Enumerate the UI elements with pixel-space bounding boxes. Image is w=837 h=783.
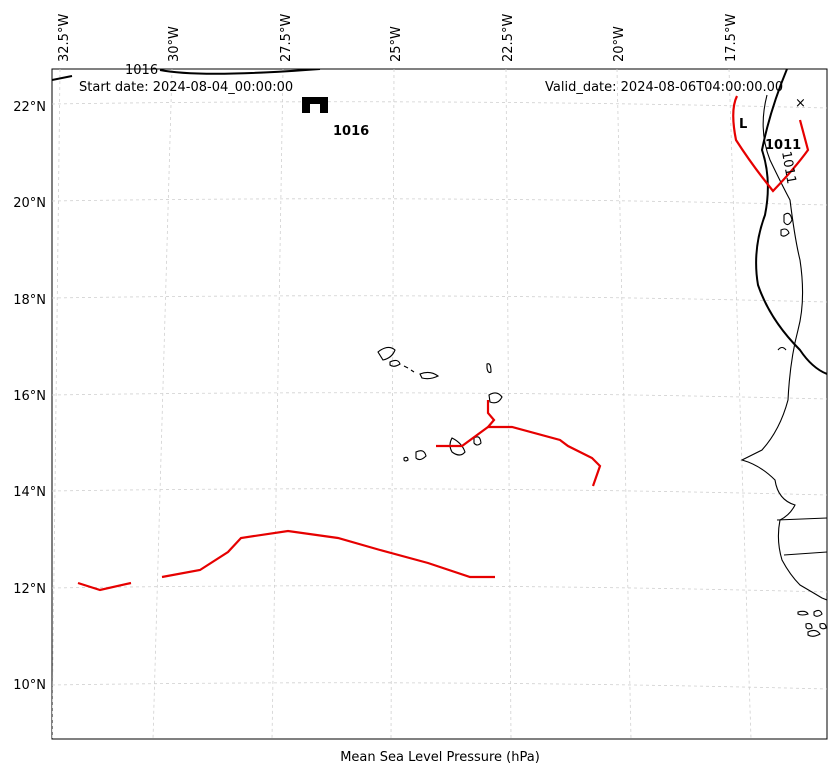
lat-tick-label: 16°N: [13, 389, 46, 404]
guinea-bissau-coast: [783, 551, 827, 556]
lon-tick-labels: 32.5°W 30°W 27.5°W 25°W 22.5°W 20°W 17.5…: [57, 14, 739, 62]
island-brava: [403, 456, 409, 462]
high-pressure-value: 1016: [333, 124, 369, 139]
location-marker-icon: ×: [795, 96, 806, 111]
island-boa-vista: [488, 392, 503, 404]
parallel-12n: [52, 585, 827, 593]
graticule: [52, 69, 827, 739]
meridian-27-5w: [271, 69, 284, 739]
parallel-18n: [52, 295, 827, 303]
lat-tick-labels: 22°N 20°N 18°N 16°N 14°N 12°N 10°N: [13, 100, 46, 693]
isobar-segment: [52, 75, 73, 81]
meridian-17-5w: [728, 69, 752, 739]
lat-tick-label: 22°N: [13, 100, 46, 115]
africa-coast: [740, 94, 827, 601]
meridian-30w: [152, 69, 173, 739]
gambia-river: [776, 517, 827, 521]
lat-tick-label: 10°N: [13, 678, 46, 693]
isobar-label-1016: 1016: [125, 63, 158, 78]
coastlines: [377, 94, 827, 637]
coast-detail: [777, 346, 787, 351]
lon-tick-label: 25°W: [389, 26, 404, 62]
island-sao-nicolau: [419, 371, 440, 380]
tracks: [77, 95, 810, 592]
parallel-14n: [52, 488, 827, 496]
lat-tick-label: 14°N: [13, 485, 46, 500]
island-islet: [410, 369, 415, 373]
low-symbol: L: [739, 117, 747, 132]
start-date-label: Start date: 2024-08-04_00:00:00: [79, 80, 293, 95]
track-segment-south: [161, 529, 495, 579]
low-pressure-value: 1011: [765, 138, 801, 153]
island-maio: [473, 436, 482, 446]
meridian-32-5w: [52, 69, 61, 739]
lon-tick-label: 22.5°W: [501, 14, 516, 62]
lat-tick-label: 20°N: [13, 196, 46, 211]
parallel-22n: [52, 101, 827, 109]
isobars: [52, 69, 827, 375]
island: [797, 610, 809, 616]
meridian-25w: [390, 69, 395, 739]
island-santa-luzia: [403, 365, 409, 369]
low-pressure-center: L 1011: [739, 117, 801, 153]
isobar-1011: [755, 69, 827, 375]
valid-date-label: Valid_date: 2024-08-06T04:00:00.00: [545, 80, 783, 95]
lat-tick-label: 12°N: [13, 582, 46, 597]
island: [783, 212, 793, 226]
lon-tick-label: 32.5°W: [57, 14, 72, 62]
track-segment-west: [77, 581, 132, 592]
lon-tick-label: 20°W: [612, 26, 627, 62]
meridian-20w: [616, 69, 632, 739]
isobar-1016: [159, 69, 321, 75]
island: [780, 228, 790, 237]
isobar-label-1011: 1011: [778, 150, 799, 185]
parallel-10n: [52, 682, 827, 690]
island-sal: [486, 363, 492, 374]
parallel-16n: [52, 392, 827, 400]
island-fogo: [415, 450, 427, 461]
lon-tick-label: 17.5°W: [724, 14, 739, 62]
island: [819, 622, 827, 630]
track-segment-central: [485, 400, 602, 487]
high-pressure-center: 1016: [302, 97, 369, 139]
map-frame: [51, 68, 828, 740]
island: [805, 622, 813, 630]
island: [813, 609, 823, 617]
island-sao-vicente: [389, 359, 401, 367]
lon-tick-label: 27.5°W: [279, 14, 294, 62]
parallel-20n: [52, 198, 827, 206]
meridian-22-5w: [505, 69, 512, 739]
x-axis-label: Mean Sea Level Pressure (hPa): [340, 750, 540, 765]
lat-tick-label: 18°N: [13, 293, 46, 308]
island: [807, 629, 821, 637]
island-santo-antao: [377, 346, 396, 361]
lon-tick-label: 30°W: [167, 26, 182, 62]
track-segment-central-branch: [436, 426, 489, 448]
track-segment-north: [732, 95, 810, 193]
